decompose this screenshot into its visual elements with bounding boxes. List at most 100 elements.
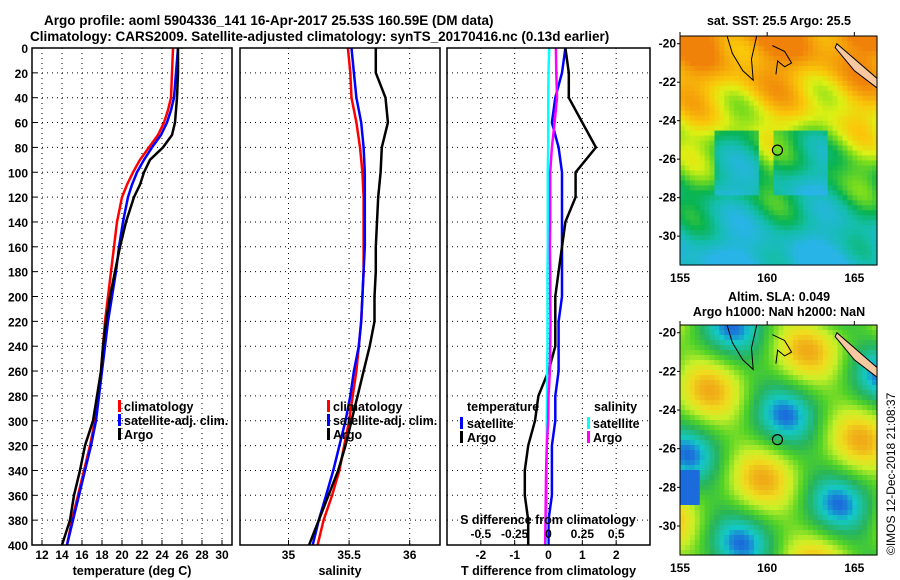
heatmap-cell xyxy=(724,45,730,52)
x-tick-label: 0 xyxy=(545,548,552,562)
heatmap-cell xyxy=(709,190,716,196)
heatmap-cell xyxy=(739,140,745,147)
heatmap-cell xyxy=(734,500,740,506)
heatmap-cell xyxy=(847,495,853,501)
heatmap-cell xyxy=(788,175,794,181)
heatmap-cell xyxy=(808,500,814,506)
heatmap-cell xyxy=(862,125,868,132)
heatmap-cell xyxy=(832,95,839,102)
heatmap-cell xyxy=(827,405,834,411)
heatmap-cell xyxy=(758,330,765,336)
heatmap-cell xyxy=(734,225,740,231)
heatmap-cell xyxy=(832,240,839,246)
heatmap-cell xyxy=(788,515,794,521)
heatmap-cell xyxy=(758,540,765,546)
heatmap-cell xyxy=(724,90,730,97)
heatmap-cell xyxy=(832,345,839,351)
heatmap-cell xyxy=(773,420,780,426)
sst-heatmap xyxy=(680,35,878,266)
heatmap-cell xyxy=(768,255,775,261)
heatmap-cell xyxy=(793,125,799,132)
heatmap-cell xyxy=(862,185,868,191)
heatmap-cell xyxy=(694,215,701,221)
heatmap-cell xyxy=(699,490,706,496)
heatmap-cell xyxy=(837,245,844,251)
heatmap-cell xyxy=(724,100,730,107)
heatmap-cell xyxy=(832,545,839,551)
y-tick-label: 180 xyxy=(8,266,28,280)
heatmap-cell xyxy=(783,40,789,47)
heatmap-cell xyxy=(847,110,853,117)
heatmap-cell xyxy=(684,400,691,406)
heatmap-cell xyxy=(827,215,834,221)
heatmap-cell xyxy=(793,400,799,406)
heatmap-cell xyxy=(822,380,829,386)
heatmap-cell xyxy=(812,140,819,147)
heatmap-cell xyxy=(793,45,799,52)
heatmap-cell xyxy=(719,395,725,401)
heatmap-cell xyxy=(689,110,696,117)
heatmap-cell xyxy=(822,230,829,236)
heatmap-cell xyxy=(689,50,696,57)
heatmap-cell xyxy=(822,135,829,142)
heatmap-cell xyxy=(724,365,730,371)
heatmap-cell xyxy=(808,455,814,461)
heatmap-cell xyxy=(803,335,809,341)
heatmap-cell xyxy=(812,530,819,536)
heatmap-cell xyxy=(842,375,849,381)
heatmap-cell xyxy=(808,390,814,396)
heatmap-cell xyxy=(847,175,853,181)
heatmap-cell xyxy=(709,210,716,216)
heatmap-cell xyxy=(827,85,834,92)
heatmap-cell xyxy=(699,90,706,97)
heatmap-cell xyxy=(857,440,863,446)
heatmap-cell xyxy=(842,215,849,221)
heatmap-cell xyxy=(729,490,735,496)
heatmap-cell xyxy=(867,145,873,152)
heatmap-cell xyxy=(684,520,691,526)
heatmap-cell xyxy=(753,250,760,256)
heatmap-cell xyxy=(872,205,878,211)
heatmap-cell xyxy=(842,355,849,361)
heatmap-cell xyxy=(837,235,844,241)
heatmap-cell xyxy=(709,70,716,77)
heatmap-cell xyxy=(847,365,853,371)
heatmap-cell xyxy=(803,240,809,246)
heatmap-cell xyxy=(758,85,765,92)
heatmap-cell xyxy=(822,420,829,426)
heatmap-cell xyxy=(857,480,863,486)
heatmap-cell xyxy=(803,105,809,112)
heatmap-cell xyxy=(862,510,868,516)
heatmap-cell xyxy=(719,545,725,551)
heatmap-cell xyxy=(793,475,799,481)
heatmap-cell xyxy=(699,485,706,491)
heatmap-cell xyxy=(773,390,780,396)
heatmap-cell xyxy=(684,90,691,97)
heatmap-cell xyxy=(748,400,755,406)
heatmap-cell xyxy=(729,210,735,216)
heatmap-cell xyxy=(872,145,878,152)
heatmap-cell xyxy=(803,125,809,132)
top-x-tick-label: -0.5 xyxy=(470,527,491,541)
heatmap-cell xyxy=(753,75,760,82)
heatmap-cell xyxy=(719,190,725,196)
heatmap-cell xyxy=(719,170,725,176)
heatmap-cell xyxy=(778,335,785,341)
heatmap-cell xyxy=(842,460,849,466)
heatmap-cell xyxy=(862,55,868,62)
heatmap-cell xyxy=(812,155,819,162)
heatmap-cell xyxy=(847,100,853,107)
heatmap-cell xyxy=(768,480,775,486)
heatmap-cell xyxy=(699,75,706,82)
heatmap-cell xyxy=(832,550,839,556)
heatmap-cell xyxy=(788,460,794,466)
heatmap-cell xyxy=(763,210,770,216)
heatmap-cell xyxy=(714,530,720,536)
heatmap-cell xyxy=(778,405,785,411)
heatmap-cell xyxy=(808,525,814,531)
heatmap-cell xyxy=(724,385,730,391)
heatmap-cell xyxy=(857,540,863,546)
heatmap-cell xyxy=(773,400,780,406)
heatmap-cell xyxy=(734,390,740,396)
heatmap-cell xyxy=(773,205,780,211)
